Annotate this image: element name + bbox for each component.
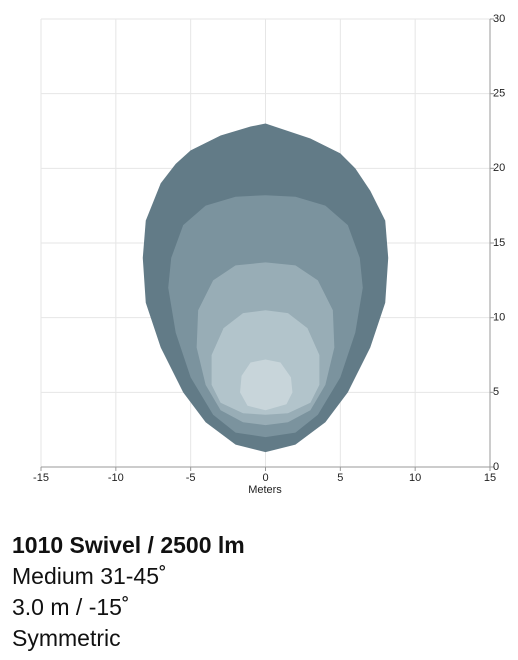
y-tick-label: 15 xyxy=(493,237,505,249)
y-tick-label: 0 xyxy=(493,461,499,473)
x-tick-label: 10 xyxy=(409,472,421,484)
y-tick-label: 5 xyxy=(493,386,499,398)
x-tick-label: 15 xyxy=(484,472,496,484)
product-info: 1010 Swivel / 2500 lm Medium 31-45˚ 3.0 … xyxy=(12,530,245,654)
product-title: 1010 Swivel / 2500 lm xyxy=(12,532,245,558)
product-line: Symmetric xyxy=(12,625,121,651)
x-axis-label: Meters xyxy=(248,484,282,496)
y-tick-label: 10 xyxy=(493,312,505,324)
product-line: 3.0 m / -15˚ xyxy=(12,594,130,620)
x-tick-label: -5 xyxy=(186,472,196,484)
x-tick-label: 5 xyxy=(337,472,343,484)
contour-region xyxy=(240,359,293,411)
y-tick-label: 30 xyxy=(493,13,505,25)
x-tick-label: -10 xyxy=(108,472,124,484)
x-tick-label: 0 xyxy=(262,472,268,484)
x-tick-label: -15 xyxy=(33,472,49,484)
y-tick-label: 20 xyxy=(493,162,505,174)
product-line: Medium 31-45˚ xyxy=(12,563,167,589)
y-tick-label: 25 xyxy=(493,88,505,100)
